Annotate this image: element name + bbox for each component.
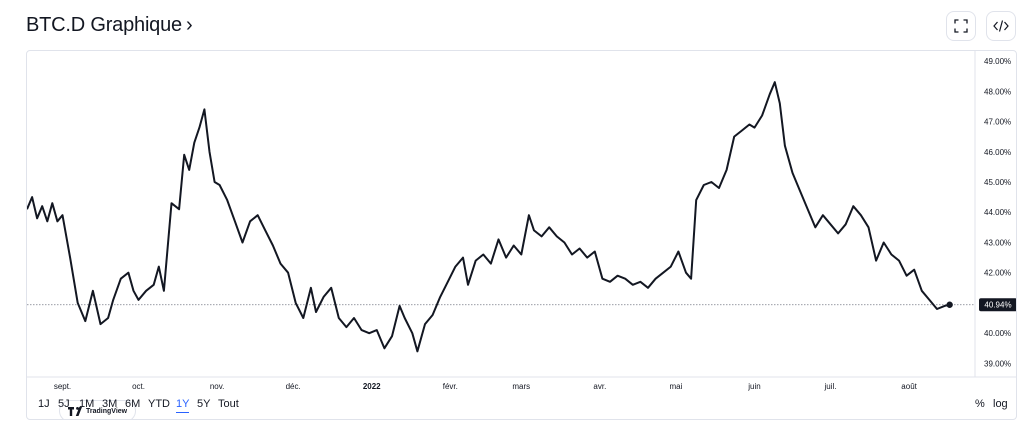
tradingview-watermark[interactable]: TradingView [59, 400, 137, 419]
chevron-right-icon: › [185, 14, 193, 36]
x-tick-label: 2022 [363, 382, 381, 391]
x-tick-label: févr. [443, 382, 458, 391]
x-tick-label: sept. [54, 382, 71, 391]
x-tick-label: déc. [286, 382, 301, 391]
tradingview-logo-icon [68, 406, 82, 416]
range-5y-button[interactable]: 5Y [197, 398, 211, 410]
x-tick-label: oct. [132, 382, 145, 391]
btc-dominance-chart[interactable]: 49.00% 48.00% 47.00% 46.00% 45.00% 44.00% 43.0… [27, 51, 1017, 395]
fullscreen-icon [954, 19, 968, 33]
y-tick-label: 39.00% [984, 359, 1011, 368]
chart-panel[interactable]: 49.00% 48.00% 47.00% 46.00% 45.00% 44.00% 43.0… [26, 50, 1017, 420]
watermark-text: TradingView [86, 407, 128, 415]
last-price-label: 40.94% [984, 301, 1011, 310]
last-price-tag [979, 298, 1016, 312]
y-tick-label: 40.00% [984, 329, 1011, 338]
y-tick-label: 46.00% [984, 148, 1011, 157]
y-tick-label: 44.00% [984, 208, 1011, 217]
range-all-button[interactable]: Tout [218, 398, 239, 410]
code-icon [993, 20, 1009, 32]
x-tick-label: juil. [824, 382, 837, 391]
log-scale-button[interactable]: log [993, 398, 1008, 410]
chart-title: BTC.D Graphique [26, 14, 182, 36]
fullscreen-button[interactable] [946, 11, 976, 41]
range-3m-button[interactable]: 3M [102, 398, 118, 410]
series-line [27, 81, 950, 353]
last-point-marker [946, 301, 953, 308]
x-tick-label: mars [512, 382, 530, 391]
page-title[interactable]: BTC.D Graphique › [26, 14, 193, 37]
x-tick-label: mai [669, 382, 682, 391]
y-tick-label: 47.00% [984, 118, 1011, 127]
x-tick-label: nov. [210, 382, 225, 391]
range-1y-button[interactable]: 1Y [176, 398, 190, 413]
y-tick-label: 49.00% [984, 57, 1011, 66]
embed-code-button[interactable] [986, 11, 1016, 41]
range-6m-button[interactable]: 6M [125, 398, 141, 410]
x-tick-label: juin [747, 382, 760, 391]
range-ytd-button[interactable]: YTD [148, 398, 170, 410]
range-1j-button[interactable]: 1J [38, 398, 50, 410]
x-tick-label: août [901, 382, 917, 391]
percent-scale-button[interactable]: % [975, 398, 985, 410]
x-tick-label: avr. [593, 382, 606, 391]
range-1m-button[interactable]: 1M [79, 398, 95, 410]
y-tick-label: 45.00% [984, 178, 1011, 187]
range-5j-button[interactable]: 5J [58, 398, 70, 410]
y-tick-label: 48.00% [984, 87, 1011, 96]
y-tick-label: 43.00% [984, 238, 1011, 247]
y-tick-label: 42.00% [984, 269, 1011, 278]
range-toolbar: 1J 5J 1M 3M 6M YTD 1Y 5Y Tout % log [26, 394, 1017, 420]
